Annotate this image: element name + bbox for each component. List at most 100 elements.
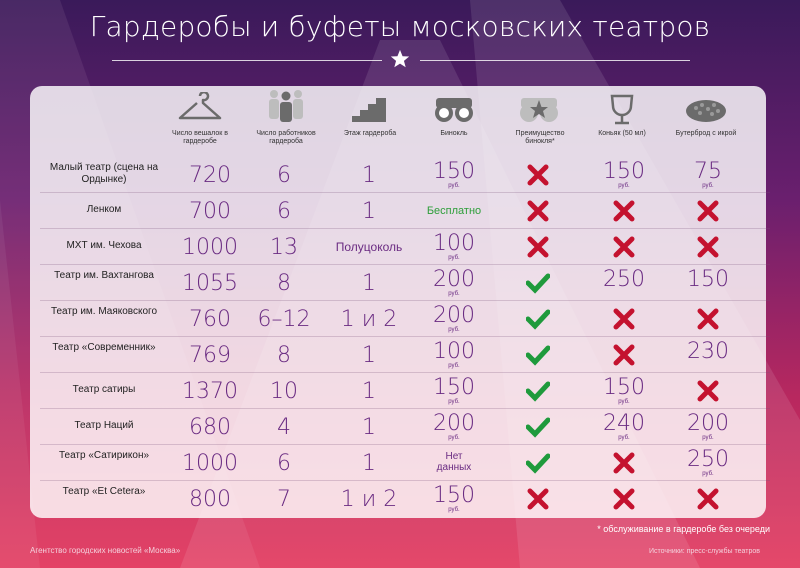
check-icon — [526, 381, 550, 402]
row-divider — [40, 264, 770, 265]
theatre-name: Театр Наций — [74, 420, 134, 431]
cognac-value: 250 — [603, 267, 645, 292]
theatre-name: Малый театр (сцена на Ордынке) — [49, 162, 159, 185]
binocular-value: 200 — [433, 267, 475, 292]
cognac-value: 150 — [603, 159, 645, 184]
floor-value: 1 и 2 — [340, 487, 398, 512]
table-panel — [30, 86, 766, 518]
workers-value: 6 — [277, 451, 291, 476]
hangers-value: 1055 — [182, 271, 238, 296]
theatre-name: Театр им. Вахтангова — [54, 270, 154, 281]
row-divider — [40, 228, 770, 229]
sandwich-value: 250 — [687, 447, 729, 472]
floor-value: 1 и 2 — [340, 307, 398, 332]
cognac-value: 150 — [603, 375, 645, 400]
cognac-unavailable-icon — [613, 308, 635, 330]
cognac-unavailable-icon — [613, 452, 635, 474]
column-header-advantage: Преимущество бинокля* — [515, 130, 565, 145]
sandwich-currency: руб. — [702, 183, 714, 189]
cognac-currency: руб. — [618, 399, 630, 405]
theatre-name: Театр «Et Cetera» — [62, 486, 146, 497]
hangers-value: 680 — [189, 415, 231, 440]
binoculars-star-icon — [520, 98, 558, 122]
hangers-value: 720 — [189, 163, 231, 188]
workers-value: 6 — [277, 199, 291, 224]
row-divider — [40, 372, 770, 373]
cross-icon — [527, 200, 549, 222]
footnote: * обслуживание в гардеробе без очереди — [597, 524, 770, 534]
binocular-value: 150 — [433, 159, 475, 184]
check-icon — [526, 453, 550, 474]
floor-value: 1 — [362, 343, 376, 368]
binocular-currency: руб. — [448, 291, 460, 297]
binocular-value: 150 — [433, 375, 475, 400]
column-header-hangers: Число вешалок в гардеробе — [172, 130, 228, 145]
cognac-unavailable-icon — [613, 344, 635, 366]
sandwich-value: 230 — [687, 339, 729, 364]
workers-icon — [269, 90, 303, 122]
check-icon — [526, 345, 550, 366]
workers-value: 8 — [277, 271, 291, 296]
sandwich-value: 200 — [687, 411, 729, 436]
sandwich-value: 75 — [694, 159, 722, 184]
cognac-unavailable-icon — [613, 200, 635, 222]
sandwich-unavailable-icon — [697, 200, 719, 222]
row-divider — [40, 408, 770, 409]
cognac-value: 240 — [603, 411, 645, 436]
binocular-value: 100 — [433, 231, 475, 256]
floor-value: Полуцоколь — [335, 240, 403, 254]
workers-value: 7 — [277, 487, 291, 512]
binocular-currency: руб. — [448, 363, 460, 369]
agency-credit: Агентство городских новостей «Москва» — [30, 546, 181, 555]
workers-value: 6–12 — [257, 307, 311, 332]
theatre-name: Театр «Современник» — [52, 342, 156, 353]
check-icon — [526, 273, 550, 294]
binocular-value: 100 — [433, 339, 475, 364]
binocular-value: 150 — [433, 483, 475, 508]
cognac-unavailable-icon — [613, 236, 635, 258]
theatre-name: Театр «Сатирикон» — [58, 450, 150, 461]
hangers-value: 769 — [189, 343, 231, 368]
floor-value: 1 — [362, 451, 376, 476]
stairs-icon — [352, 98, 386, 122]
theatre-name: Театр им. Маяковского — [50, 306, 158, 317]
hangers-value: 1370 — [182, 379, 238, 404]
cross-icon — [527, 236, 549, 258]
check-icon — [526, 309, 550, 330]
row-divider — [40, 444, 770, 445]
row-divider — [40, 300, 770, 301]
binocular-currency: руб. — [448, 183, 460, 189]
binocular-value: 200 — [433, 303, 475, 328]
title-divider-left — [112, 60, 382, 61]
floor-value: 1 — [362, 379, 376, 404]
binocular-currency: руб. — [448, 327, 460, 333]
column-header-binocular: Бинокль — [440, 130, 468, 137]
workers-value: 10 — [270, 379, 298, 404]
workers-value: 8 — [277, 343, 291, 368]
workers-value: 4 — [277, 415, 291, 440]
column-header-workers: Число работников гардероба — [256, 130, 316, 145]
binocular-currency: руб. — [448, 507, 460, 513]
glass-icon — [610, 94, 634, 125]
hangers-value: 760 — [189, 307, 231, 332]
theatre-name: Театр сатиры — [72, 384, 136, 395]
binocular-no-data: Нет данных — [436, 451, 472, 473]
floor-value: 1 — [362, 199, 376, 224]
binocular-currency: руб. — [448, 399, 460, 405]
row-divider — [40, 480, 770, 481]
binocular-currency: руб. — [448, 255, 460, 261]
sandwich-unavailable-icon — [697, 488, 719, 510]
column-header-cognac: Коньяк (50 мл) — [598, 130, 646, 137]
sandwich-currency: руб. — [702, 435, 714, 441]
sources-credit: Источники: пресс-службы театров — [649, 548, 760, 555]
cognac-unavailable-icon — [613, 488, 635, 510]
workers-value: 6 — [277, 163, 291, 188]
sandwich-unavailable-icon — [697, 380, 719, 402]
column-header-sandwich: Бутерброд с икрой — [675, 130, 737, 137]
theatre-name: МХТ им. Чехова — [66, 240, 142, 251]
theatre-name: Ленком — [86, 204, 122, 215]
hanger-icon — [178, 92, 222, 120]
sandwich-icon — [686, 100, 726, 122]
row-divider — [40, 192, 770, 193]
cognac-currency: руб. — [618, 183, 630, 189]
